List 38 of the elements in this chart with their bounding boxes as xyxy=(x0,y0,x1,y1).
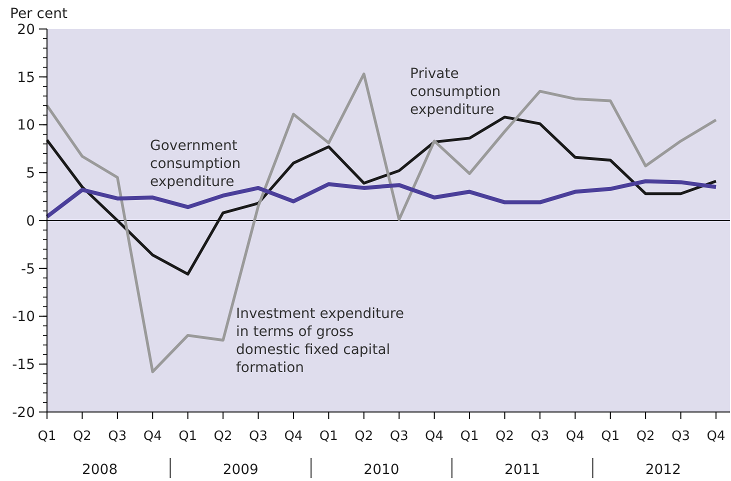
y-tick-label: -20 xyxy=(12,404,35,421)
y-tick-label: -5 xyxy=(21,261,35,278)
x-tick-label: Q1 xyxy=(178,429,198,444)
x-tick-label: Q4 xyxy=(706,429,726,444)
x-tick-label: Q1 xyxy=(460,429,479,444)
y-axis-title: Per cent xyxy=(10,6,68,22)
text: 2010 xyxy=(364,462,400,478)
x-tick-label: Q4 xyxy=(566,429,584,444)
text: 2012 xyxy=(645,462,682,478)
series-label: Private consumption expenditure xyxy=(410,66,501,118)
x-tick-label: Q3 xyxy=(672,429,690,444)
y-tick-label: 15 xyxy=(17,70,35,86)
y-tick-label: -10 xyxy=(12,309,35,326)
x-tick-label: Q1 xyxy=(319,429,338,444)
text: 2008 xyxy=(82,462,118,478)
x-tick-label: Q3 xyxy=(108,429,127,444)
y-tick-label: 10 xyxy=(17,118,35,134)
y-tick-label: 5 xyxy=(26,166,35,182)
x-tick-label: Q2 xyxy=(72,429,92,444)
x-tick-label: Q4 xyxy=(284,429,303,444)
y-tick-label: -15 xyxy=(12,357,35,374)
x-tick-label: Q4 xyxy=(143,429,162,444)
series-label: Investment expenditure in terms of gross domestic fixed capital formation xyxy=(236,306,404,376)
y-tick-label: 20 xyxy=(17,22,35,38)
x-tick-label: Q2 xyxy=(354,429,374,444)
x-tick-label: Q2 xyxy=(214,429,232,444)
text: 2009 xyxy=(222,462,258,478)
x-tick-label: Q4 xyxy=(425,429,444,444)
x-tick-label: Q3 xyxy=(530,429,550,444)
series-label: Government consumption expenditure xyxy=(150,138,241,190)
x-tick-label: Q3 xyxy=(390,429,408,444)
x-tick-label: Q1 xyxy=(601,429,620,444)
x-tick-label: Q3 xyxy=(249,429,268,444)
x-tick-label: Q1 xyxy=(38,429,56,444)
x-tick-label: Q2 xyxy=(495,429,514,444)
x-tick-label: Q2 xyxy=(636,429,655,444)
y-tick-label: 0 xyxy=(26,213,35,230)
text: 2011 xyxy=(504,462,540,478)
